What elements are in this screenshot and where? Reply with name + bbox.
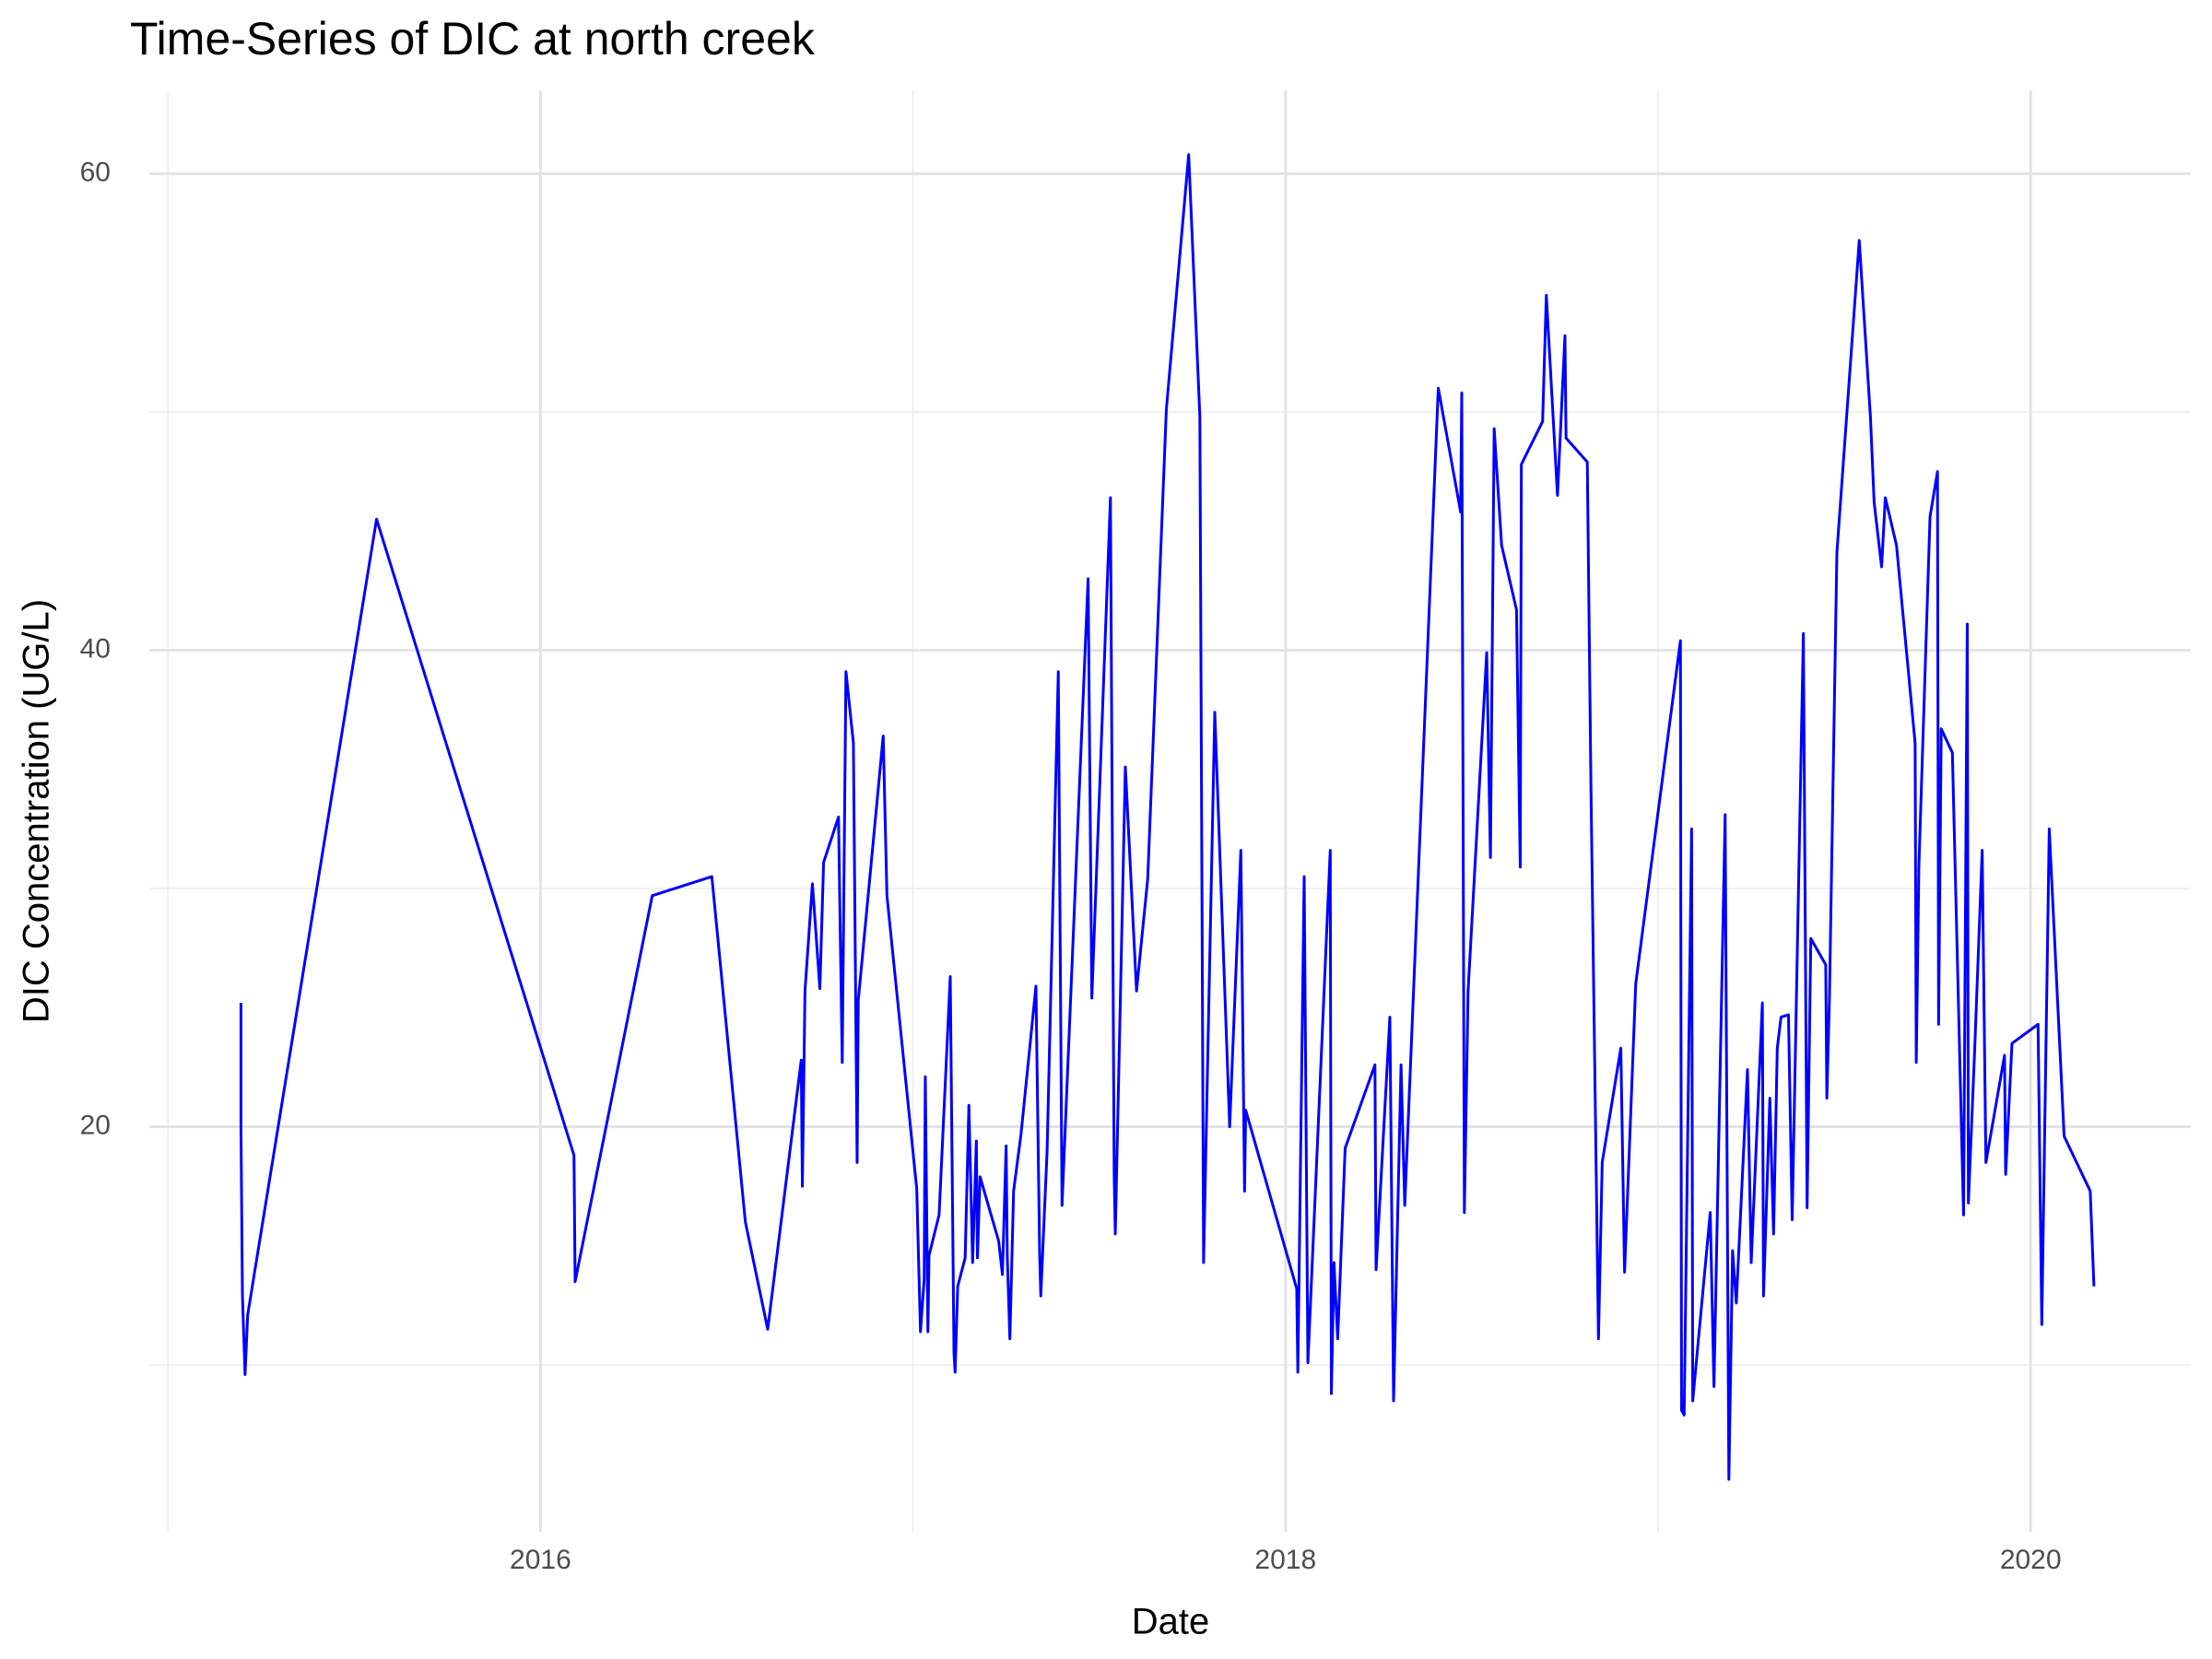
plot-area [239,153,2096,1481]
y-axis-title: DIC Concentration (UG/L) [17,599,57,1023]
x-tick-label: 2016 [510,1545,571,1575]
y-tick-label: 20 [80,1110,111,1140]
data-line [239,153,2096,1481]
grid [149,90,2191,1532]
chart-title: Time-Series of DIC at north creek [130,13,816,65]
x-tick-label: 2018 [1254,1545,1316,1575]
y-tick-label: 60 [80,157,111,187]
x-tick-label: 2020 [2000,1545,2062,1575]
y-tick-label: 40 [80,633,111,664]
x-axis-title: Date [1132,1602,1210,1642]
